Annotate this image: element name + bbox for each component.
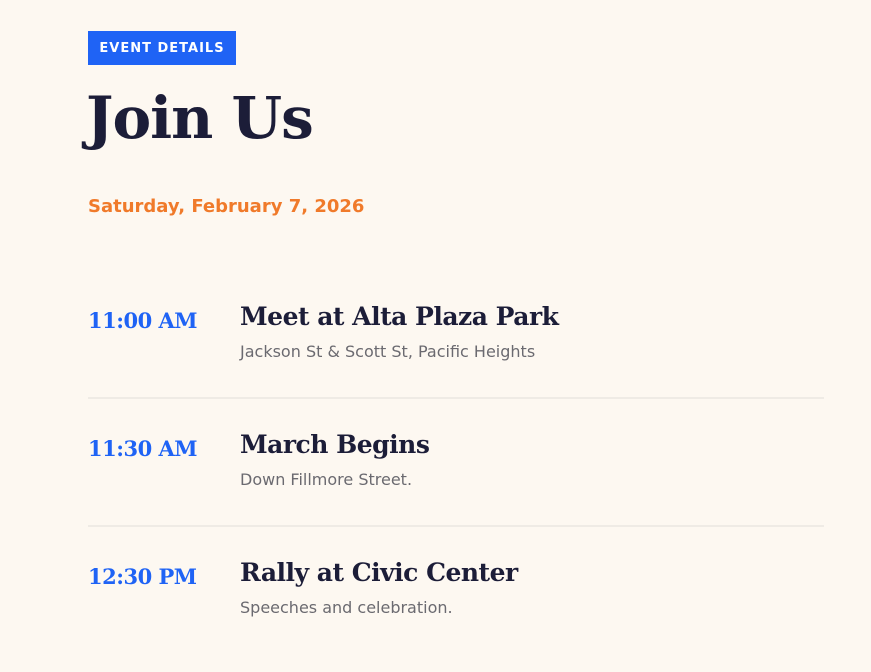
schedule-time: 11:30 AM xyxy=(88,436,198,461)
schedule-title: Rally at Civic Center xyxy=(240,558,518,587)
schedule-description: Speeches and celebration. xyxy=(240,598,453,617)
schedule-item: 11:30 AM March Begins Down Fillmore Stre… xyxy=(88,418,824,527)
schedule-list: 11:00 AM Meet at Alta Plaza Park Jackson… xyxy=(88,290,824,672)
schedule-title: March Begins xyxy=(240,430,430,459)
event-details-badge: EVENT DETAILS xyxy=(88,31,236,65)
schedule-item: 12:30 PM Rally at Civic Center Speeches … xyxy=(88,546,824,653)
schedule-time: 11:00 AM xyxy=(88,308,198,333)
schedule-title: Meet at Alta Plaza Park xyxy=(240,302,559,331)
event-date: Saturday, February 7, 2026 xyxy=(88,196,365,217)
schedule-description: Jackson St & Scott St, Pacific Heights xyxy=(240,342,536,361)
schedule-time: 12:30 PM xyxy=(88,564,197,589)
schedule-description: Down Fillmore Street. xyxy=(240,470,413,489)
schedule-item: 11:00 AM Meet at Alta Plaza Park Jackson… xyxy=(88,290,824,399)
page-title: Join Us xyxy=(86,84,314,152)
